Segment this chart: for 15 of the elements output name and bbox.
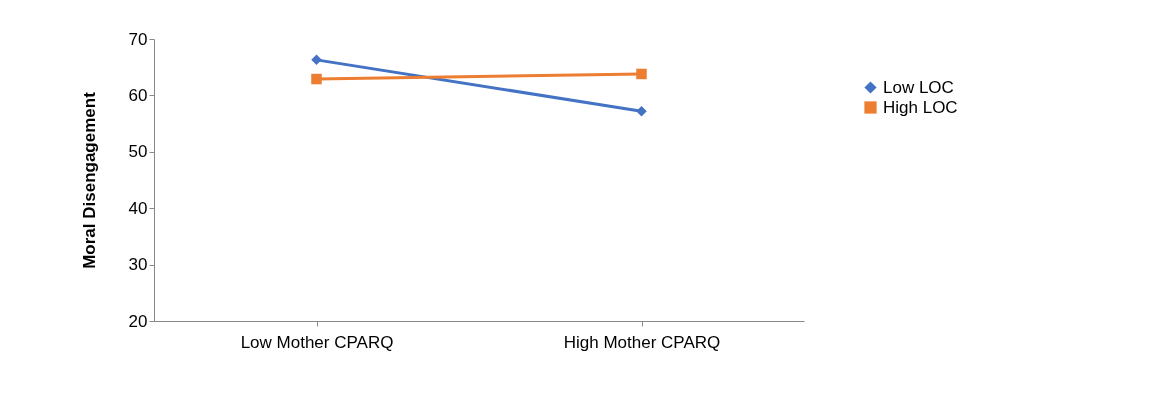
y-tick-label: 50 [128, 142, 148, 162]
y-tick-label: 70 [128, 29, 148, 49]
y-tick-label: 30 [128, 255, 148, 275]
point [311, 73, 322, 85]
legend-label: High LOC [883, 97, 958, 117]
x-tick-label: High Mother CPARQ [563, 332, 721, 352]
point [636, 105, 647, 117]
point [636, 68, 647, 80]
y-tick-label: 40 [128, 198, 148, 218]
y-tick-label: 20 [128, 311, 148, 331]
legend-label: Low LOC [883, 77, 954, 97]
y-tick-label: 60 [128, 85, 148, 105]
point [311, 54, 322, 66]
x-tick-label: Low Mother CPARQ [240, 332, 394, 352]
y-axis-title: Moral Disengagement [79, 91, 99, 269]
